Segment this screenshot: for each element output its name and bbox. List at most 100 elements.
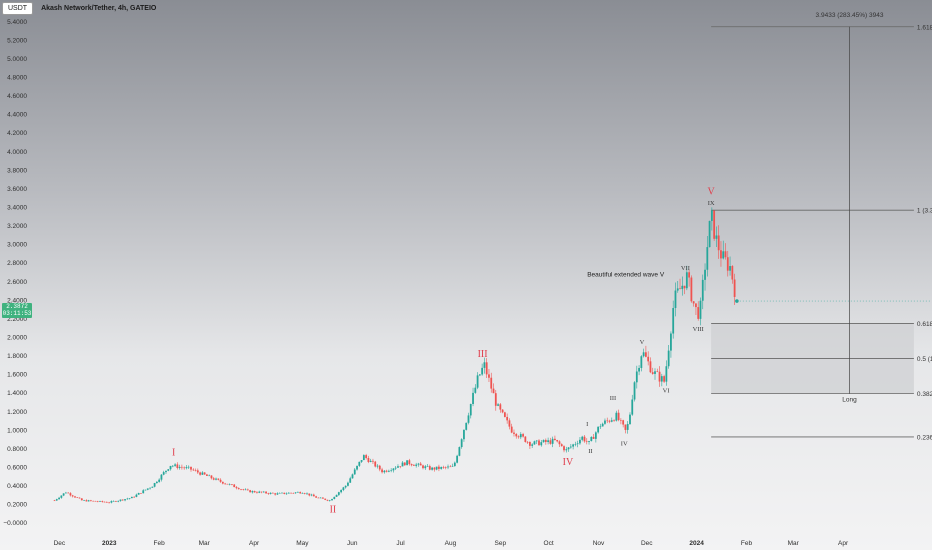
y-tick-label: 2.4000 [7,297,27,304]
y-tick-label: 2.6000 [7,279,27,286]
candle-body [526,441,529,443]
x-tick-label: Dec [54,540,66,547]
candle-body [287,492,290,494]
sub-wave-label: IV [621,440,628,447]
candle-body [695,303,697,308]
candle-body [615,412,618,421]
candle-body [569,446,572,448]
candle-body [244,489,247,491]
y-tick-label: 3.0000 [7,242,27,249]
candle-body [99,500,101,502]
candle-body [438,466,440,469]
candle-body [265,491,267,494]
candle-body [285,493,288,495]
candle-body [335,494,338,497]
candle-body [171,465,174,467]
candle-body [381,469,383,473]
y-tick-label: 2.0000 [7,335,27,342]
candle-body [492,388,495,394]
candle-body [585,441,588,442]
main-wave-label: V [708,187,716,198]
sub-wave-label: VIII [693,326,704,333]
candle-body [560,444,563,447]
candle-body [267,493,270,494]
candle-body [135,494,138,497]
candle-body [576,443,579,445]
candle-body [162,472,165,475]
candle-body [701,279,704,301]
candle-body [322,497,324,499]
candle-body [688,272,691,278]
candle-body [308,493,311,496]
candle-body [124,499,126,501]
candle-body [481,367,484,375]
candle-body [181,466,183,468]
candle-body [217,478,220,480]
candle-body [413,465,415,466]
y-tick-label: 1.6000 [7,372,27,379]
candle-body [472,392,474,405]
x-tick-label: Feb [154,540,166,547]
x-tick-label: Jun [347,540,358,547]
sub-wave-label: IX [708,200,715,207]
candle-body [542,439,545,443]
candle-body [374,461,377,467]
candle-body [240,489,242,490]
candle-body [590,436,593,442]
candle-body [463,429,465,440]
candle-body [299,492,302,494]
candle-body [465,422,468,430]
y-tick-label: 5.2000 [7,37,27,44]
candle-body [604,420,606,424]
candle-body [215,478,217,480]
candle-body [278,492,281,494]
candle-body [349,478,352,483]
candle-body [262,491,265,493]
candle-body [226,483,229,485]
y-tick-label: 4.2000 [7,130,27,137]
candle-body [717,235,720,251]
x-tick-label: Jul [396,540,405,547]
candle-body [83,500,85,501]
main-wave-label: I [172,447,175,458]
candle-body [726,257,729,271]
candle-body [392,468,395,471]
candle-body [365,455,368,459]
candle-body [383,470,386,473]
candle-body [469,404,472,416]
candle-body [529,442,531,446]
candle-body [513,432,515,434]
fib-level-label: 0.618 (2.1448) [917,321,932,328]
candle-body [231,484,233,485]
candle-body [387,470,390,472]
candle-body [190,466,192,470]
candle-body [442,467,445,468]
sub-wave-label: I [586,421,588,428]
x-tick-label: Sep [495,540,507,547]
main-wave-label: IV [563,457,574,468]
candle-body [606,420,609,422]
candle-body [608,420,611,422]
x-tick-label: Dec [641,540,653,547]
candle-body [69,493,72,496]
candle-body [67,492,70,494]
candle-body [101,500,104,502]
candle-body [415,464,418,466]
y-tick-label: 5.4000 [7,19,27,26]
candle-body [212,478,215,480]
last-price-tag: 2.3872 03:11:53 [2,303,32,318]
candle-body [94,500,97,502]
candle-body [613,420,615,421]
candle-body [71,495,74,497]
candle-body [187,466,190,468]
candle-body [183,467,186,469]
quote-currency-button[interactable]: USDT [2,2,34,15]
candle-body [629,414,631,425]
candle-body [130,496,133,499]
candle-body [474,387,477,393]
candle-body [317,497,320,499]
candle-body [146,488,149,490]
candle-body [165,470,167,473]
